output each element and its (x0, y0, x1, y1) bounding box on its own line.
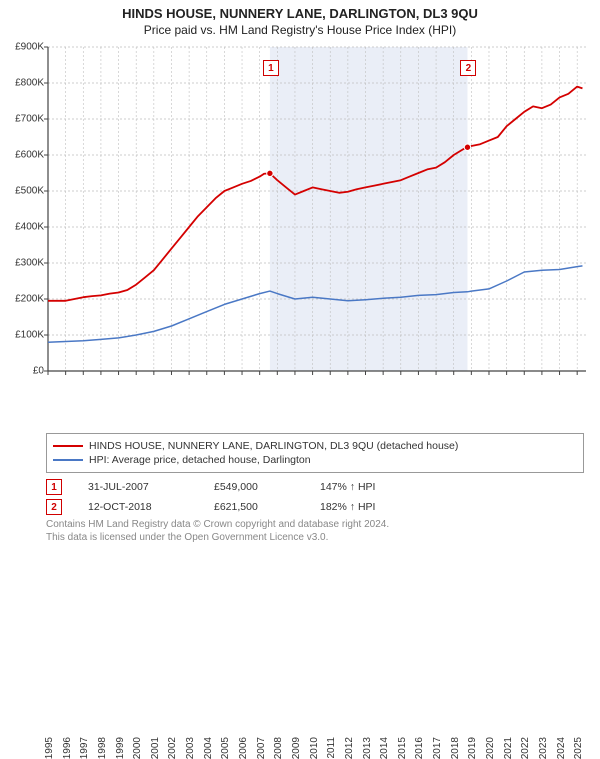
legend-label: HINDS HOUSE, NUNNERY LANE, DARLINGTON, D… (89, 440, 458, 452)
x-tick-label: 2000 (132, 737, 143, 759)
marker-badges: 12 (8, 41, 592, 401)
chart-area: £0£100K£200K£300K£400K£500K£600K£700K£80… (8, 41, 592, 401)
marker-row-hpi: 182% ↑ HPI (320, 501, 420, 513)
marker-row: 2 12-OCT-2018 £621,500 182% ↑ HPI (46, 499, 584, 515)
x-tick-label: 2012 (344, 737, 355, 759)
marker-row-badge: 1 (46, 479, 62, 495)
x-tick-label: 2011 (326, 737, 337, 759)
x-tick-label: 2015 (397, 737, 408, 759)
x-tick-label: 2009 (291, 737, 302, 759)
page-subtitle: Price paid vs. HM Land Registry's House … (8, 23, 592, 37)
legend-swatch (53, 445, 83, 447)
page-title: HINDS HOUSE, NUNNERY LANE, DARLINGTON, D… (8, 6, 592, 21)
x-tick-label: 2022 (520, 737, 531, 759)
x-tick-label: 2018 (450, 737, 461, 759)
x-tick-label: 2020 (485, 737, 496, 759)
x-tick-label: 2003 (185, 737, 196, 759)
marker-row-price: £621,500 (214, 501, 294, 513)
footer: Contains HM Land Registry data © Crown c… (46, 519, 584, 544)
x-tick-label: 2013 (362, 737, 373, 759)
x-tick-label: 2021 (503, 737, 514, 759)
x-tick-label: 1997 (79, 737, 90, 759)
footer-line-2: This data is licensed under the Open Gov… (46, 532, 584, 545)
x-tick-label: 2014 (379, 737, 390, 759)
chart-marker-badge: 2 (460, 60, 476, 76)
x-tick-label: 2017 (432, 737, 443, 759)
legend-swatch (53, 459, 83, 461)
x-tick-label: 2025 (573, 737, 584, 759)
x-tick-label: 2016 (414, 737, 425, 759)
x-tick-label: 2004 (203, 737, 214, 759)
x-tick-label: 2024 (556, 737, 567, 759)
marker-row: 1 31-JUL-2007 £549,000 147% ↑ HPI (46, 479, 584, 495)
x-tick-label: 1995 (44, 737, 55, 759)
x-tick-label: 1998 (97, 737, 108, 759)
x-tick-label: 2001 (150, 737, 161, 759)
x-tick-label: 2006 (238, 737, 249, 759)
marker-row-price: £549,000 (214, 481, 294, 493)
chart-marker-badge: 1 (263, 60, 279, 76)
marker-table: 1 31-JUL-2007 £549,000 147% ↑ HPI 2 12-OCT-20… (46, 479, 584, 515)
x-tick-label: 1999 (115, 737, 126, 759)
marker-row-hpi: 147% ↑ HPI (320, 481, 420, 493)
legend-row: HINDS HOUSE, NUNNERY LANE, DARLINGTON, D… (53, 440, 577, 452)
legend: HINDS HOUSE, NUNNERY LANE, DARLINGTON, D… (46, 433, 584, 473)
legend-row: HPI: Average price, detached house, Darl… (53, 454, 577, 466)
footer-line-1: Contains HM Land Registry data © Crown c… (46, 519, 584, 532)
x-tick-label: 2005 (220, 737, 231, 759)
x-tick-label: 2019 (467, 737, 478, 759)
x-tick-label: 2007 (256, 737, 267, 759)
marker-row-badge: 2 (46, 499, 62, 515)
x-tick-label: 2002 (167, 737, 178, 759)
x-tick-label: 2008 (273, 737, 284, 759)
marker-row-date: 31-JUL-2007 (88, 481, 188, 493)
x-tick-label: 1996 (62, 737, 73, 759)
x-tick-label: 2023 (538, 737, 549, 759)
x-tick-label: 2010 (309, 737, 320, 759)
legend-label: HPI: Average price, detached house, Darl… (89, 454, 311, 466)
marker-row-date: 12-OCT-2018 (88, 501, 188, 513)
